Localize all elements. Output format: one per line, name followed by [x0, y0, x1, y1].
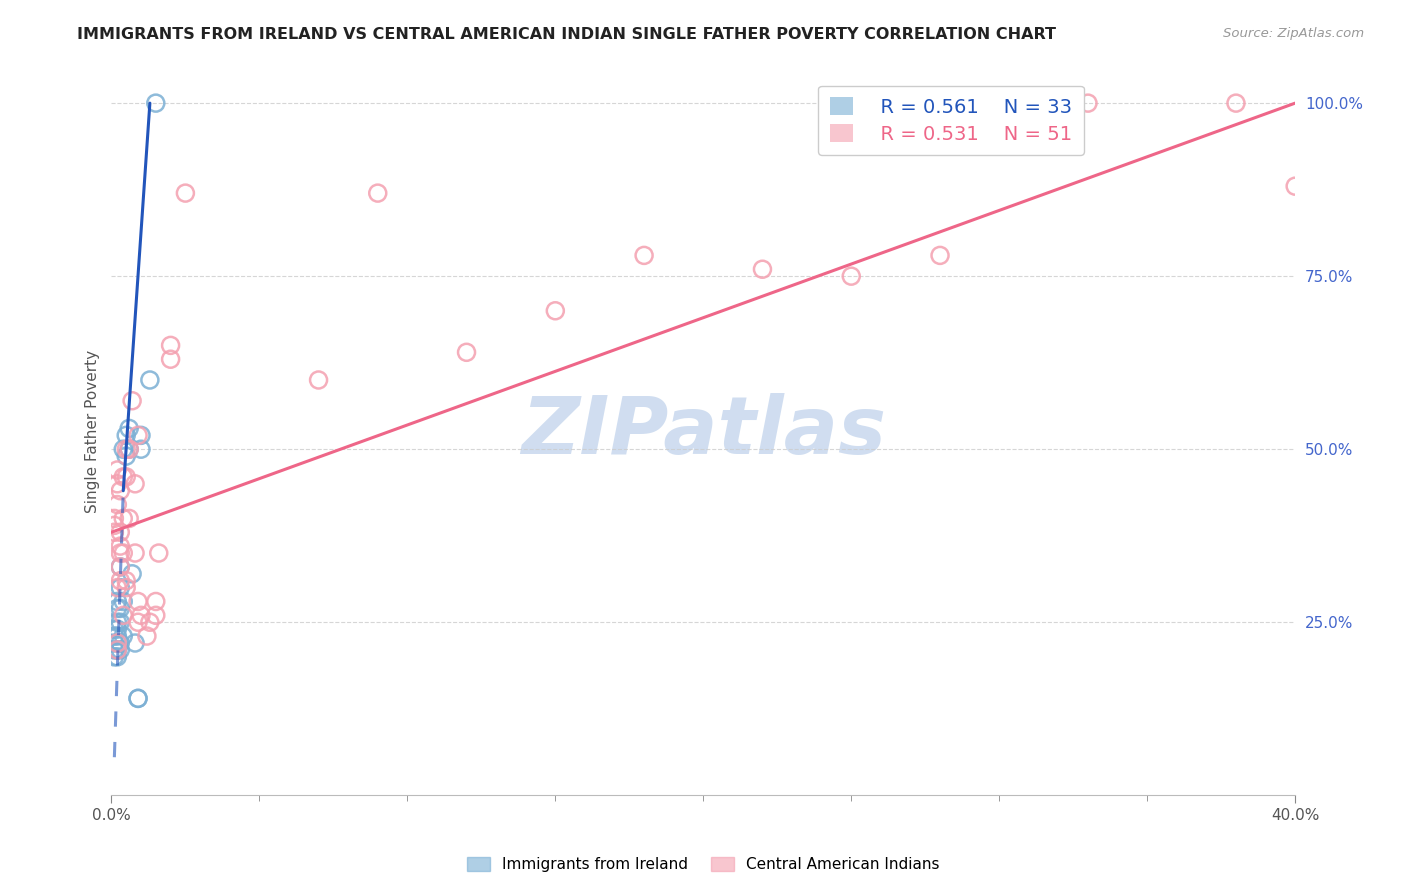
- Point: [127, 615, 149, 630]
- Point: [110, 525, 132, 540]
- Point: [115, 470, 138, 484]
- Point: [105, 476, 128, 491]
- Point: [127, 691, 149, 706]
- Point: [159, 352, 181, 367]
- Point: [751, 262, 773, 277]
- Point: [308, 373, 330, 387]
- Point: [124, 546, 146, 560]
- Point: [633, 248, 655, 262]
- Point: [124, 636, 146, 650]
- Point: [103, 518, 125, 533]
- Point: [115, 581, 138, 595]
- Point: [121, 393, 143, 408]
- Point: [110, 643, 132, 657]
- Point: [118, 442, 141, 457]
- Point: [929, 248, 952, 262]
- Legend: Immigrants from Ireland, Central American Indians: Immigrants from Ireland, Central America…: [458, 849, 948, 880]
- Point: [115, 574, 138, 588]
- Point: [129, 428, 152, 442]
- Point: [544, 303, 567, 318]
- Y-axis label: Single Father Poverty: Single Father Poverty: [86, 351, 100, 514]
- Point: [118, 511, 141, 525]
- Point: [105, 629, 128, 643]
- Point: [129, 442, 152, 457]
- Point: [112, 608, 135, 623]
- Point: [115, 428, 138, 442]
- Point: [145, 608, 167, 623]
- Point: [110, 574, 132, 588]
- Point: [115, 442, 138, 457]
- Point: [103, 525, 125, 540]
- Point: [174, 186, 197, 200]
- Point: [105, 463, 128, 477]
- Point: [121, 566, 143, 581]
- Point: [135, 629, 157, 643]
- Point: [115, 449, 138, 463]
- Point: [145, 594, 167, 608]
- Point: [839, 269, 862, 284]
- Text: Source: ZipAtlas.com: Source: ZipAtlas.com: [1223, 27, 1364, 40]
- Point: [105, 643, 128, 657]
- Point: [110, 615, 132, 630]
- Point: [367, 186, 389, 200]
- Point: [110, 581, 132, 595]
- Point: [129, 608, 152, 623]
- Point: [110, 601, 132, 615]
- Point: [1284, 179, 1306, 194]
- Point: [127, 594, 149, 608]
- Point: [112, 594, 135, 608]
- Point: [105, 643, 128, 657]
- Point: [110, 560, 132, 574]
- Point: [103, 643, 125, 657]
- Point: [105, 636, 128, 650]
- Point: [112, 511, 135, 525]
- Point: [148, 546, 170, 560]
- Point: [1225, 96, 1247, 111]
- Point: [112, 546, 135, 560]
- Point: [103, 622, 125, 636]
- Point: [103, 629, 125, 643]
- Point: [139, 615, 162, 630]
- Point: [456, 345, 478, 359]
- Point: [112, 629, 135, 643]
- Legend:   R = 0.561    N = 33,   R = 0.531    N = 51: R = 0.561 N = 33, R = 0.531 N = 51: [818, 86, 1084, 155]
- Point: [118, 442, 141, 457]
- Point: [110, 483, 132, 498]
- Point: [105, 622, 128, 636]
- Point: [118, 421, 141, 435]
- Point: [127, 691, 149, 706]
- Point: [105, 594, 128, 608]
- Point: [105, 601, 128, 615]
- Point: [1077, 96, 1099, 111]
- Point: [159, 338, 181, 352]
- Point: [105, 615, 128, 630]
- Point: [110, 546, 132, 560]
- Point: [127, 428, 149, 442]
- Text: ZIPatlas: ZIPatlas: [520, 392, 886, 471]
- Point: [110, 560, 132, 574]
- Point: [110, 636, 132, 650]
- Point: [105, 649, 128, 664]
- Point: [103, 511, 125, 525]
- Point: [103, 649, 125, 664]
- Point: [103, 636, 125, 650]
- Point: [112, 442, 135, 457]
- Text: IMMIGRANTS FROM IRELAND VS CENTRAL AMERICAN INDIAN SINGLE FATHER POVERTY CORRELA: IMMIGRANTS FROM IRELAND VS CENTRAL AMERI…: [77, 27, 1056, 42]
- Point: [124, 476, 146, 491]
- Point: [112, 470, 135, 484]
- Point: [145, 96, 167, 111]
- Point: [139, 373, 162, 387]
- Point: [110, 539, 132, 553]
- Point: [105, 498, 128, 512]
- Point: [105, 581, 128, 595]
